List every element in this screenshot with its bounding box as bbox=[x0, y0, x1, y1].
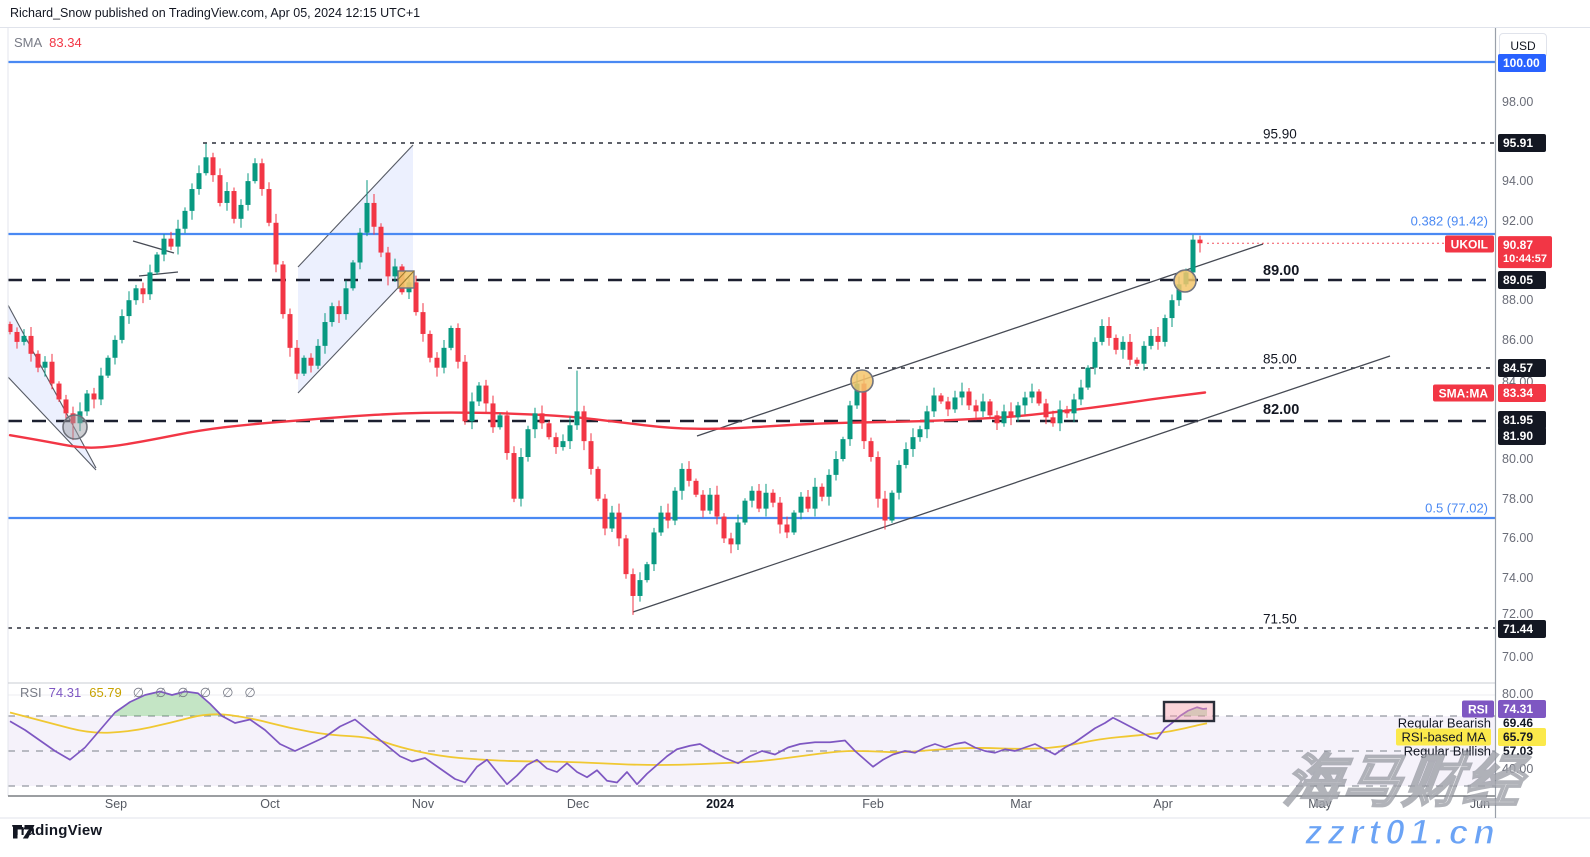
rsi-divergence-box[interactable] bbox=[1162, 700, 1216, 723]
rsi-empty-slot: ∅ bbox=[177, 685, 189, 700]
price-axis-badge: 84.57 bbox=[1498, 359, 1546, 377]
fib-level-label: 0.5 (77.02) bbox=[1425, 500, 1488, 516]
published-attribution: Richard_Snow published on TradingView.co… bbox=[10, 6, 421, 20]
price-axis-tick: 88.00 bbox=[1502, 293, 1534, 307]
trendline-drawing[interactable] bbox=[132, 240, 175, 254]
rsi-divergence-label: Regular Bullish bbox=[1403, 743, 1491, 759]
price-axis-tick: 40.00 bbox=[1502, 762, 1534, 776]
signal-circle-marker[interactable] bbox=[62, 414, 88, 440]
price-axis-badge: 83.34 bbox=[1498, 384, 1546, 402]
price-axis-tick: 72.00 bbox=[1502, 607, 1534, 621]
tradingview-logo-icon bbox=[13, 825, 35, 839]
price-level-label: 82.00 bbox=[1263, 402, 1300, 418]
trendline-drawing[interactable] bbox=[632, 355, 1391, 613]
time-axis-label[interactable]: Nov bbox=[411, 797, 435, 811]
price-level-label: 95.90 bbox=[1263, 126, 1297, 142]
price-axis-badge: 81.95 bbox=[1498, 411, 1546, 429]
fib-level-label: 0.382 (91.42) bbox=[1410, 213, 1488, 229]
signal-circle-marker[interactable] bbox=[1173, 269, 1197, 293]
price-axis-badge: 71.44 bbox=[1498, 620, 1546, 638]
price-level-label: 71.50 bbox=[1263, 611, 1297, 627]
trendline-drawing[interactable] bbox=[696, 243, 1264, 437]
rsi-empty-slot: ∅ bbox=[155, 685, 167, 700]
trendline-drawing[interactable] bbox=[138, 271, 179, 277]
price-axis-badge: 69.46 bbox=[1503, 715, 1534, 730]
countdown-timer: 10:44:57 bbox=[1503, 252, 1548, 265]
price-axis-badge: 95.91 bbox=[1498, 134, 1546, 152]
watermark-site-name: 海马财经 bbox=[1279, 749, 1530, 815]
price-axis-tick: 86.00 bbox=[1502, 333, 1534, 347]
price-axis-tick: 80.00 bbox=[1502, 452, 1534, 466]
series-label-chip: SMA:MA bbox=[1432, 384, 1494, 402]
sma-legend-value: 83.34 bbox=[49, 35, 82, 50]
price-axis-badge: 81.90 bbox=[1498, 427, 1546, 445]
price-axis-badge: 89.05 bbox=[1498, 271, 1546, 289]
channel-drawing-edge[interactable] bbox=[7, 376, 97, 471]
rsi-empty-slot: ∅ bbox=[244, 685, 256, 700]
sma-legend-label: SMA bbox=[14, 35, 43, 50]
time-axis-label[interactable]: Sep bbox=[104, 797, 128, 811]
rsi-overbought-fill bbox=[1180, 707, 1207, 716]
rsi-ma-legend-value: 65.79 bbox=[89, 685, 122, 700]
price-axis-tick: 76.00 bbox=[1502, 531, 1534, 545]
rsi-ma-line[interactable] bbox=[9, 711, 1208, 766]
tradingview-brand-text: TradingView bbox=[12, 822, 103, 839]
series-label-chip: RSI bbox=[1461, 700, 1494, 718]
square-marker-hatch bbox=[397, 270, 407, 280]
signal-circle-marker[interactable] bbox=[850, 369, 874, 393]
price-axis-badge: 65.79 bbox=[1498, 728, 1546, 746]
channel-drawing-edge[interactable] bbox=[297, 271, 414, 394]
price-axis-tick: 80.00 bbox=[1502, 687, 1534, 701]
candles bbox=[7, 143, 1203, 615]
rsi-legend-label: RSI bbox=[20, 685, 42, 700]
time-axis-label[interactable]: Apr bbox=[1153, 797, 1173, 811]
price-level-label: 89.00 bbox=[1263, 263, 1300, 279]
price-axis-tick: 78.00 bbox=[1502, 492, 1534, 506]
rsi-legend[interactable]: RSI 74.31 65.79 ∅ ∅ ∅ ∅ ∅ ∅ bbox=[20, 685, 256, 701]
channel-drawing-edge[interactable] bbox=[297, 144, 414, 268]
rsi-hidden-values: ∅ ∅ ∅ ∅ ∅ ∅ bbox=[122, 685, 256, 700]
time-axis-label[interactable]: May bbox=[1308, 797, 1332, 811]
rsi-empty-slot: ∅ bbox=[199, 685, 212, 700]
rsi-empty-slot: ∅ bbox=[132, 685, 145, 700]
price-axis-badge: 74.31 bbox=[1498, 700, 1546, 718]
sma-legend[interactable]: SMA 83.34 bbox=[14, 35, 82, 50]
rsi-divergence-label: RSI-based MA bbox=[1396, 728, 1491, 746]
time-axis-label[interactable]: Dec bbox=[566, 797, 590, 811]
price-axis-badge: 90.87 10:44:57 bbox=[1498, 236, 1553, 268]
square-marker-hatch bbox=[397, 270, 415, 289]
time-axis-label[interactable]: 2024 bbox=[706, 797, 734, 811]
watermark-site-url: zzrt01.cn bbox=[1304, 812, 1500, 852]
time-axis-label[interactable]: Oct bbox=[260, 797, 280, 811]
rsi-empty-slot: ∅ bbox=[222, 685, 234, 700]
price-axis-tick: 74.00 bbox=[1502, 571, 1534, 585]
price-axis-tick: 92.00 bbox=[1502, 214, 1534, 228]
time-axis-label[interactable]: Mar bbox=[1010, 797, 1032, 811]
price-axis-badge: 100.00 bbox=[1498, 54, 1546, 72]
tradingview-footer[interactable]: TradingView bbox=[12, 822, 102, 839]
rsi-legend-value: 74.31 bbox=[48, 685, 82, 700]
price-axis-tick: 70.00 bbox=[1502, 650, 1534, 664]
time-axis-label[interactable]: Jun bbox=[1469, 797, 1491, 811]
price-axis-tick: 98.00 bbox=[1502, 95, 1534, 109]
price-level-label: 85.00 bbox=[1263, 351, 1297, 367]
series-label-chip: UKOIL bbox=[1444, 235, 1494, 253]
rsi-divergence-label: Regular Bearish bbox=[1397, 715, 1491, 731]
price-axis-tick: 94.00 bbox=[1502, 174, 1534, 188]
time-axis-label[interactable]: Feb bbox=[862, 797, 884, 811]
price-axis-badge: 57.03 bbox=[1503, 743, 1534, 758]
rsi-line[interactable] bbox=[9, 690, 1208, 786]
